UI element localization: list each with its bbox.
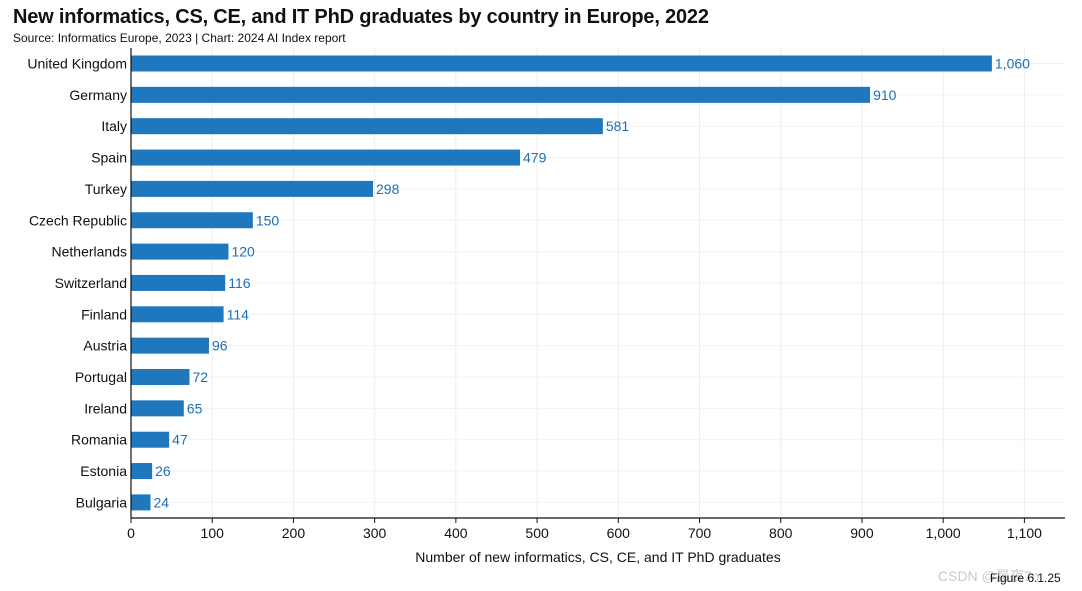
bar-value-label: 150 [256,212,280,228]
category-label: United Kingdom [27,56,127,72]
chart-title: New informatics, CS, CE, and IT PhD grad… [13,6,709,28]
category-label: Estonia [80,463,127,479]
category-label: Bulgaria [76,494,128,510]
chart-subtitle: Source: Informatics Europe, 2023 | Chart… [13,31,346,45]
watermark: CSDN @晨夜7n [938,568,1040,584]
category-label: Netherlands [52,244,128,260]
bar [131,55,992,72]
bar [131,400,184,417]
category-label: Czech Republic [29,212,127,228]
bar-value-label: 47 [172,432,188,448]
category-label: Portugal [75,369,127,385]
bar [131,149,521,166]
bar-value-label: 581 [606,118,630,134]
bar [131,337,209,354]
category-label: Spain [91,150,127,166]
bar-value-label: 910 [873,87,897,103]
category-label: Austria [83,338,127,354]
bar [131,86,871,103]
axes: United Kingdom Germany Italy Spain Turkey Cze… [27,48,1065,541]
bar-value-label: 479 [523,150,547,166]
category-label: Romania [71,432,127,448]
bar [131,212,253,229]
category-label: Germany [69,87,127,103]
bar [131,369,190,385]
bar-value-label: 116 [228,275,251,291]
category-label: Ireland [84,400,127,416]
bar-value-label: 298 [376,181,400,197]
bar [131,243,229,260]
x-tick-label: 300 [363,525,387,541]
bar-value-label: 72 [192,369,208,385]
bar-value-label: 96 [212,338,228,354]
category-label: Turkey [85,181,127,197]
x-tick-label: 800 [769,525,793,541]
x-tick-label: 900 [850,525,874,541]
x-tick-label: 1,100 [1007,525,1042,541]
x-tick-label: 1,000 [926,525,961,541]
bar [131,494,151,511]
x-tick-label: 600 [607,525,631,541]
x-axis-label: Number of new informatics, CS, CE, and I… [415,549,780,565]
bar-value-label: 120 [231,244,255,260]
bar [131,463,153,480]
x-tick-label: 100 [201,525,225,541]
x-tick-label: 400 [444,525,468,541]
bar-value-label: 1,060 [995,56,1030,72]
bar-value-label: 24 [153,494,169,510]
category-label: Italy [101,118,127,134]
bar [131,180,374,197]
figure-label: Figure 6.1.25 [990,571,1061,585]
bar [131,306,224,323]
x-tick-label: 700 [688,525,712,541]
bar [131,431,170,448]
bar [131,274,226,291]
bar [131,118,603,135]
x-tick-label: 200 [282,525,306,541]
bar-value-label: 65 [187,400,203,416]
bar-value-label: 26 [155,463,171,479]
category-label: Switzerland [55,275,127,291]
x-tick-label: 500 [525,525,549,541]
x-tick-label: 0 [127,525,135,541]
bar-value-label: 114 [227,306,250,322]
category-label: Finland [81,306,127,322]
